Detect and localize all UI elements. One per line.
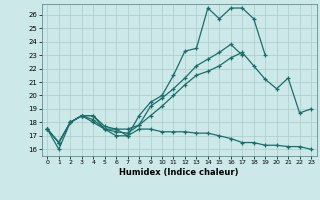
X-axis label: Humidex (Indice chaleur): Humidex (Indice chaleur) [119,168,239,177]
